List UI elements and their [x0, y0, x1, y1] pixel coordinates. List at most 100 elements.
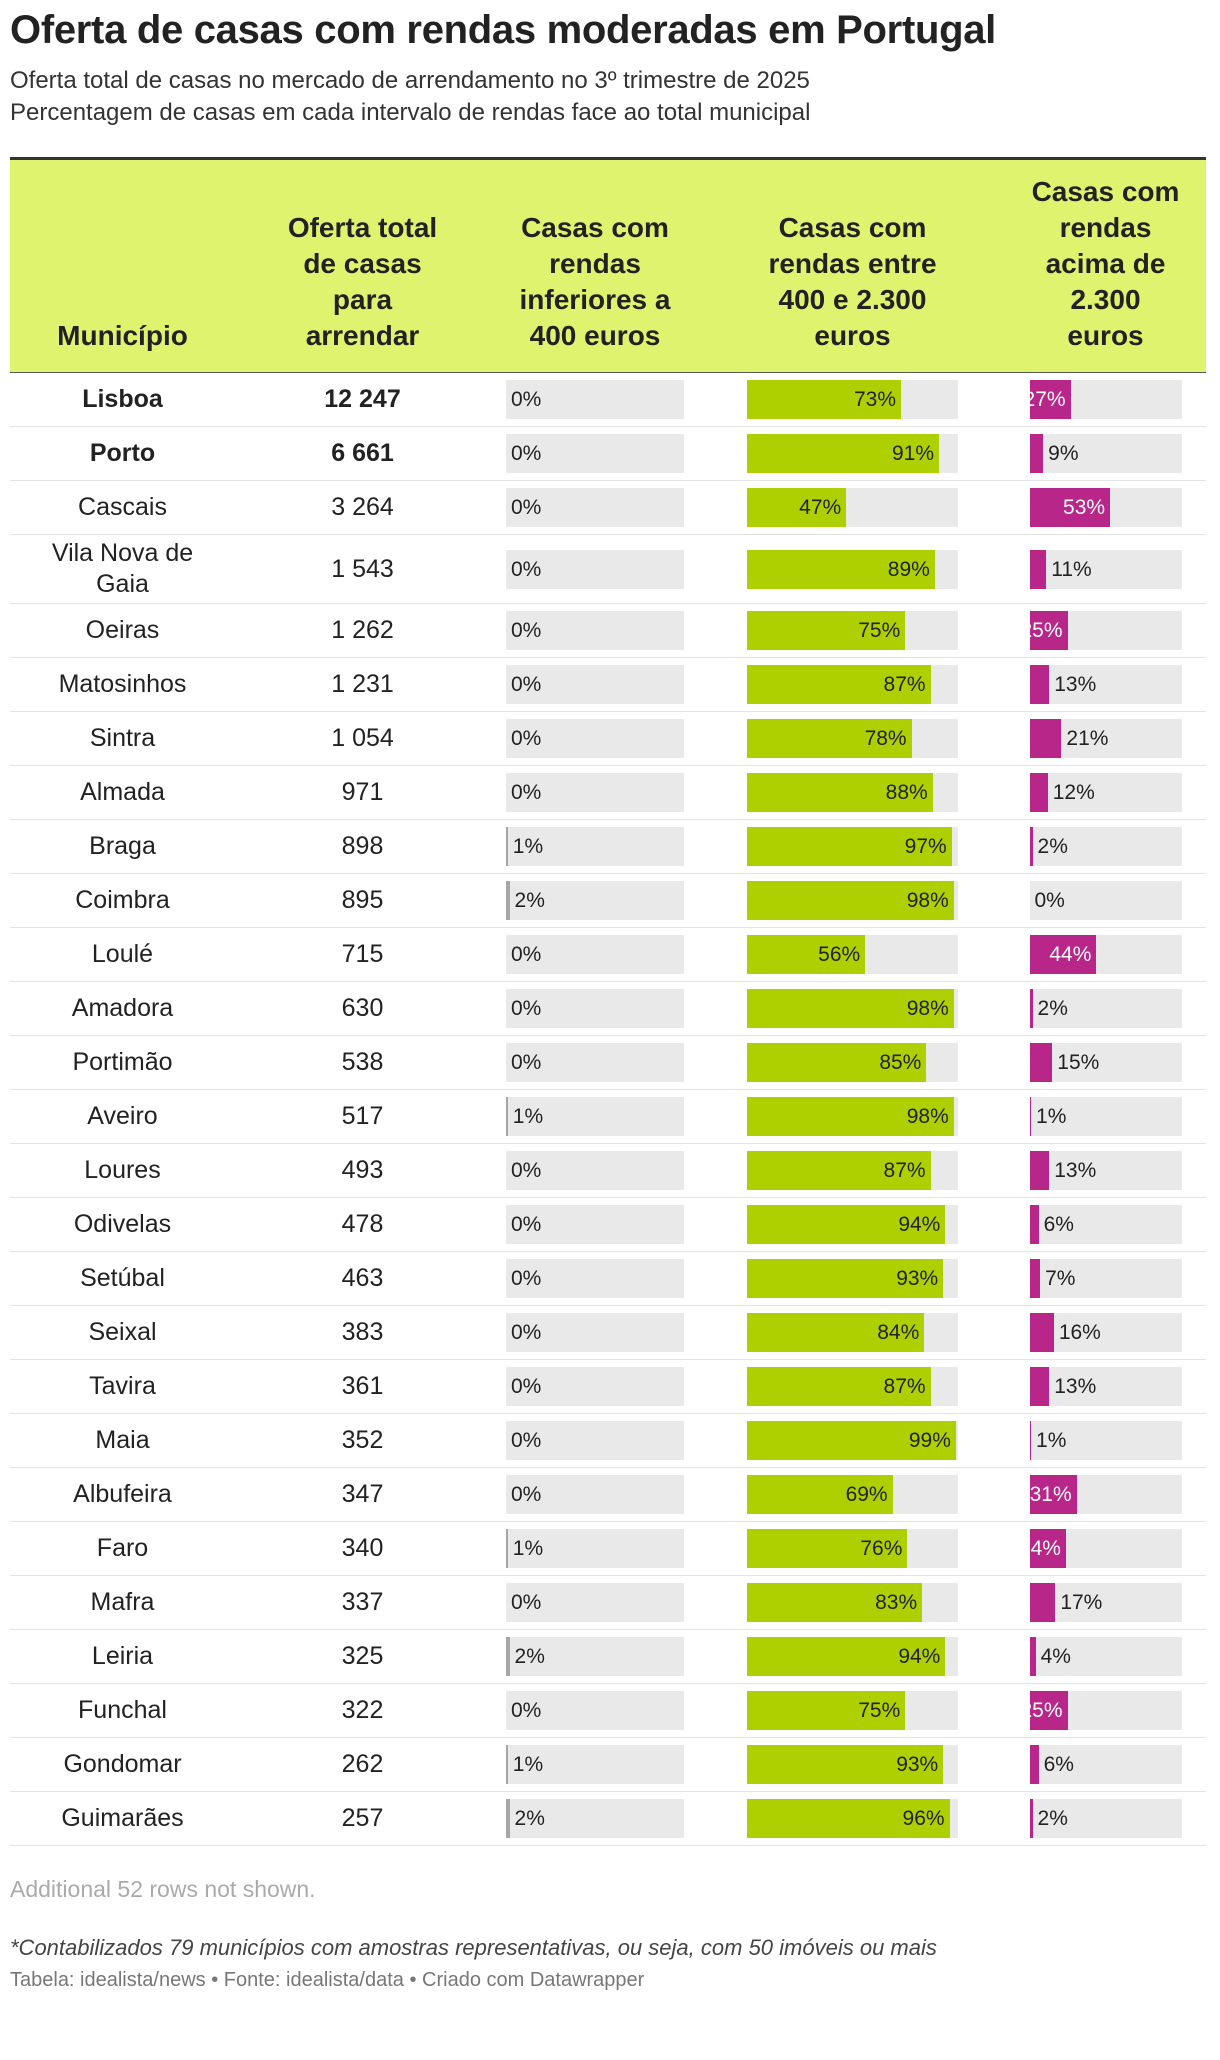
value-label: 0% — [511, 442, 542, 465]
value-label: 84% — [877, 1321, 920, 1344]
bar-cell: 0% — [490, 1583, 700, 1622]
bar — [506, 1799, 510, 1838]
value-label: 21% — [1066, 727, 1109, 750]
header-text: Casas com rendas inferiores a 400 euros — [519, 212, 671, 351]
value-label: 87% — [883, 1159, 926, 1182]
bar-track: 78% — [747, 719, 958, 758]
municipio: Portimão — [72, 1048, 173, 1076]
value-label: 1% — [1036, 1105, 1067, 1128]
bar — [1029, 989, 1033, 1028]
table-row: Portimão 538 0% 85% 15% — [10, 1036, 1206, 1090]
bar-track: 73% — [747, 380, 958, 419]
municipio: Coimbra — [75, 886, 170, 914]
bar — [1029, 380, 1071, 419]
bar-track: 69% — [747, 1475, 958, 1514]
bar-track: 75% — [747, 1691, 958, 1730]
bar-cell: 0% — [490, 665, 700, 704]
municipio: Odivelas — [73, 1210, 172, 1238]
municipio-cell: Guimarães — [10, 1800, 235, 1837]
bar-track: 1% — [506, 1529, 684, 1568]
value-label: 25% — [1020, 619, 1063, 642]
bar-track: 98% — [747, 881, 958, 920]
bar-cell: 0% — [490, 611, 700, 650]
bar — [506, 1097, 508, 1136]
bar-cell: 0% — [490, 719, 700, 758]
bar — [506, 881, 510, 920]
value-label: 0% — [511, 1375, 542, 1398]
value-label: 98% — [906, 997, 949, 1020]
header-cell: Casas com rendas acima de 2.300 euros — [1005, 174, 1206, 354]
bar-track: 6% — [1029, 1205, 1182, 1244]
value-label: 13% — [1054, 1375, 1097, 1398]
bar-track: 0% — [1029, 881, 1182, 920]
bar-cell: 75% — [700, 1691, 1005, 1730]
bar — [1029, 1043, 1053, 1082]
header-cell: Oferta total de casas para arrendar — [235, 210, 490, 354]
bar-track: 13% — [1029, 1367, 1182, 1406]
value-label: 87% — [883, 673, 926, 696]
bar-cell: 7% — [1005, 1259, 1206, 1298]
oferta: 3 264 — [331, 493, 394, 521]
value-label: 1% — [512, 835, 544, 858]
bar-track: 94% — [747, 1637, 958, 1676]
value-label: 7% — [1045, 1267, 1076, 1290]
bar — [1029, 488, 1111, 527]
bar-cell: 94% — [700, 1205, 1005, 1244]
table-row: Amadora 630 0% 98% 2% — [10, 982, 1206, 1036]
bar — [1029, 773, 1048, 812]
bar-track: 13% — [1029, 1151, 1182, 1190]
value-label: 96% — [902, 1807, 945, 1830]
bar-track: 11% — [1029, 549, 1182, 589]
municipio-cell: Gondomar — [10, 1746, 235, 1783]
municipio-cell: Matosinhos — [10, 666, 235, 703]
bar-cell: 97% — [700, 827, 1005, 866]
bar-track: 0% — [506, 1691, 684, 1730]
bar-cell: 0% — [490, 434, 700, 473]
bar — [1029, 935, 1097, 974]
municipio-cell: Vila Nova de Gaia — [10, 535, 235, 603]
bar-track: 7% — [1029, 1259, 1182, 1298]
oferta: 337 — [341, 1588, 384, 1616]
bar-cell: 87% — [700, 1367, 1005, 1406]
value-label: 78% — [864, 727, 907, 750]
bar-cell: 91% — [700, 434, 1005, 473]
bar-track: 17% — [1029, 1583, 1182, 1622]
bar-cell: 0% — [490, 1205, 700, 1244]
bar-cell: 89% — [700, 549, 1005, 589]
value-label: 2% — [1037, 1807, 1068, 1830]
bar-track: 1% — [506, 827, 684, 866]
bar-track: 21% — [1029, 719, 1182, 758]
oferta: 257 — [341, 1804, 384, 1832]
value-label: 6% — [1043, 1753, 1074, 1776]
bar-cell: 69% — [700, 1475, 1005, 1514]
oferta: 493 — [341, 1156, 384, 1184]
value-label: 98% — [906, 1105, 949, 1128]
bar-cell: 87% — [700, 665, 1005, 704]
oferta: 361 — [341, 1372, 384, 1400]
bar-cell: 47% — [700, 488, 1005, 527]
bar-cell: 27% — [1005, 380, 1206, 419]
value-label: 16% — [1058, 1321, 1101, 1344]
bar-cell: 0% — [490, 1151, 700, 1190]
bar — [747, 1313, 925, 1352]
table-row: Albufeira 347 0% 69% 31% — [10, 1468, 1206, 1522]
bar-track: 12% — [1029, 773, 1182, 812]
bar-track: 25% — [1020, 611, 1182, 650]
table-row: Porto 6 661 0% 91% 9% — [10, 427, 1206, 481]
bar-cell: 24% — [1005, 1529, 1206, 1568]
bar — [1029, 1529, 1066, 1568]
table-row: Loulé 715 0% 56% 44% — [10, 928, 1206, 982]
bar-cell: 25% — [1005, 1691, 1206, 1730]
municipio: Porto — [89, 439, 156, 467]
bar-cell: 15% — [1005, 1043, 1206, 1082]
header-cell: Município — [10, 318, 235, 354]
municipio: Mafra — [90, 1588, 155, 1616]
value-label: 89% — [887, 557, 930, 581]
value-label: 88% — [885, 781, 928, 804]
bar — [1029, 549, 1047, 589]
value-label: 2% — [514, 1645, 545, 1668]
value-label: 0% — [511, 557, 542, 581]
bar-cell: 98% — [700, 1097, 1005, 1136]
rows-note: Additional 52 rows not shown. — [10, 1876, 316, 1902]
